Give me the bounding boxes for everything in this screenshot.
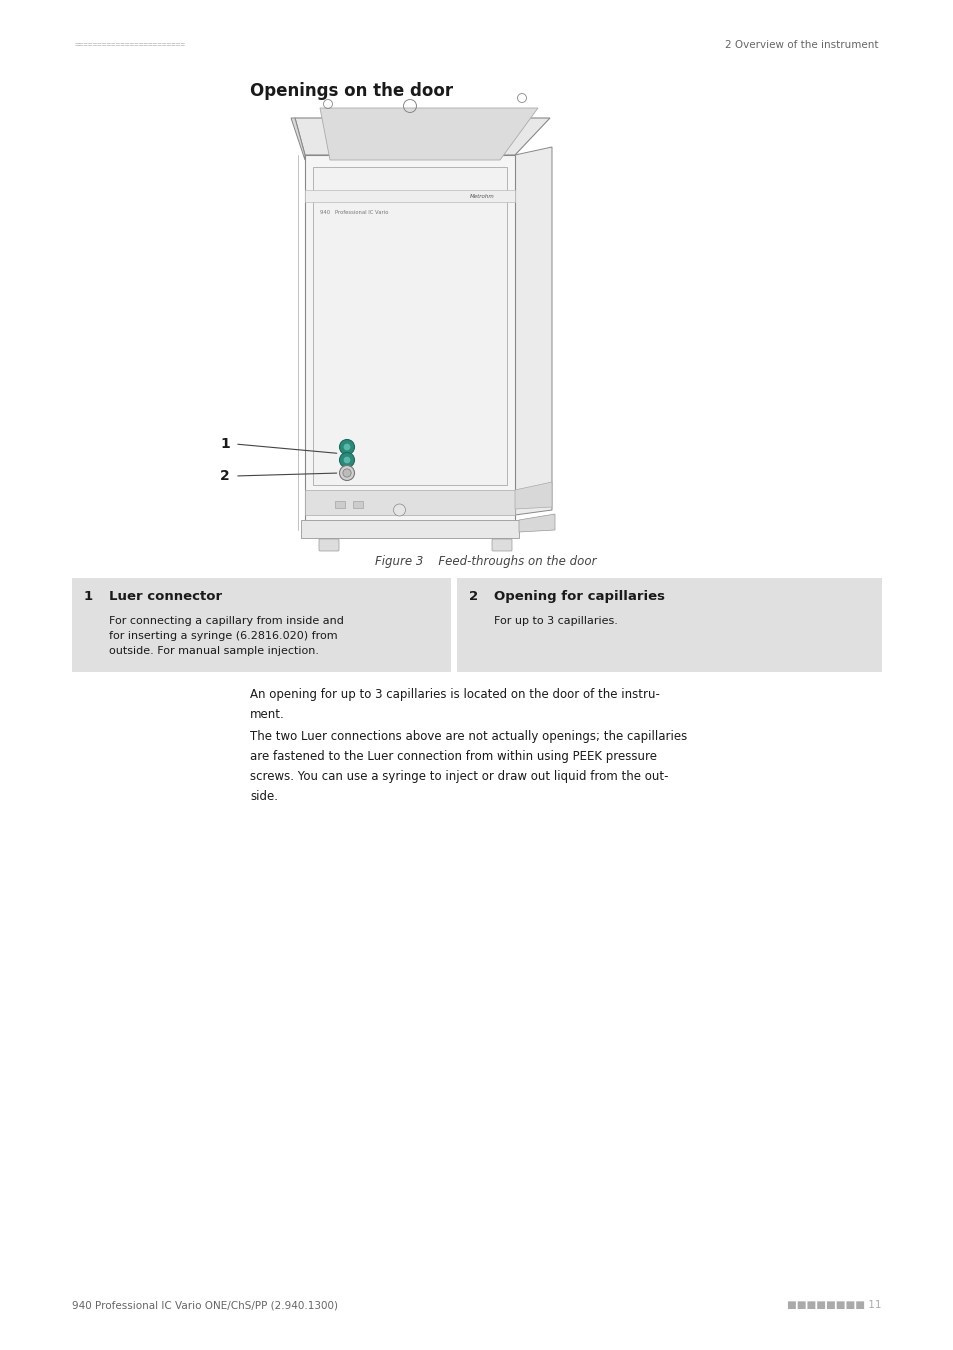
Circle shape [339,452,355,467]
Text: Opening for capillaries: Opening for capillaries [494,590,664,603]
Text: 1: 1 [220,437,230,451]
Text: 940   Professional IC Vario: 940 Professional IC Vario [319,211,388,215]
Text: 1: 1 [84,590,93,603]
Polygon shape [515,147,552,514]
Text: Openings on the door: Openings on the door [250,82,453,100]
Text: Figure 3    Feed-throughs on the door: Figure 3 Feed-throughs on the door [375,555,596,568]
Circle shape [342,468,351,477]
Circle shape [343,456,350,463]
FancyBboxPatch shape [492,539,512,551]
Circle shape [339,440,355,455]
Text: 2: 2 [468,590,477,603]
Polygon shape [518,514,555,532]
Polygon shape [313,167,506,485]
Polygon shape [305,155,515,531]
Polygon shape [305,490,515,514]
Text: For connecting a capillary from inside and
for inserting a syringe (6.2816.020) : For connecting a capillary from inside a… [109,616,343,656]
Polygon shape [305,190,515,202]
Bar [353,501,363,508]
Circle shape [343,444,350,451]
Text: 940 Professional IC Vario ONE/ChS/PP (2.940.1300): 940 Professional IC Vario ONE/ChS/PP (2.… [71,1300,337,1310]
Circle shape [339,466,355,481]
Text: Metrohm: Metrohm [470,193,495,198]
Polygon shape [301,520,518,539]
Text: 2 Overview of the instrument: 2 Overview of the instrument [724,40,878,50]
Bar [456,578,882,672]
Text: The two Luer connections above are not actually openings; the capillaries
are fa: The two Luer connections above are not a… [250,730,686,803]
Bar [335,501,345,508]
Text: ■■■■■■■■ 11: ■■■■■■■■ 11 [786,1300,882,1310]
Polygon shape [291,117,305,161]
Text: ========================: ======================== [75,40,186,50]
Polygon shape [319,108,537,161]
Polygon shape [294,117,550,155]
Text: 2: 2 [220,468,230,483]
Text: An opening for up to 3 capillaries is located on the door of the instru-
ment.: An opening for up to 3 capillaries is lo… [250,688,659,721]
Polygon shape [515,482,552,509]
Text: Luer connector: Luer connector [109,590,222,603]
FancyBboxPatch shape [318,539,338,551]
Circle shape [393,504,405,516]
Bar [71,578,450,672]
Text: For up to 3 capillaries.: For up to 3 capillaries. [494,616,617,626]
